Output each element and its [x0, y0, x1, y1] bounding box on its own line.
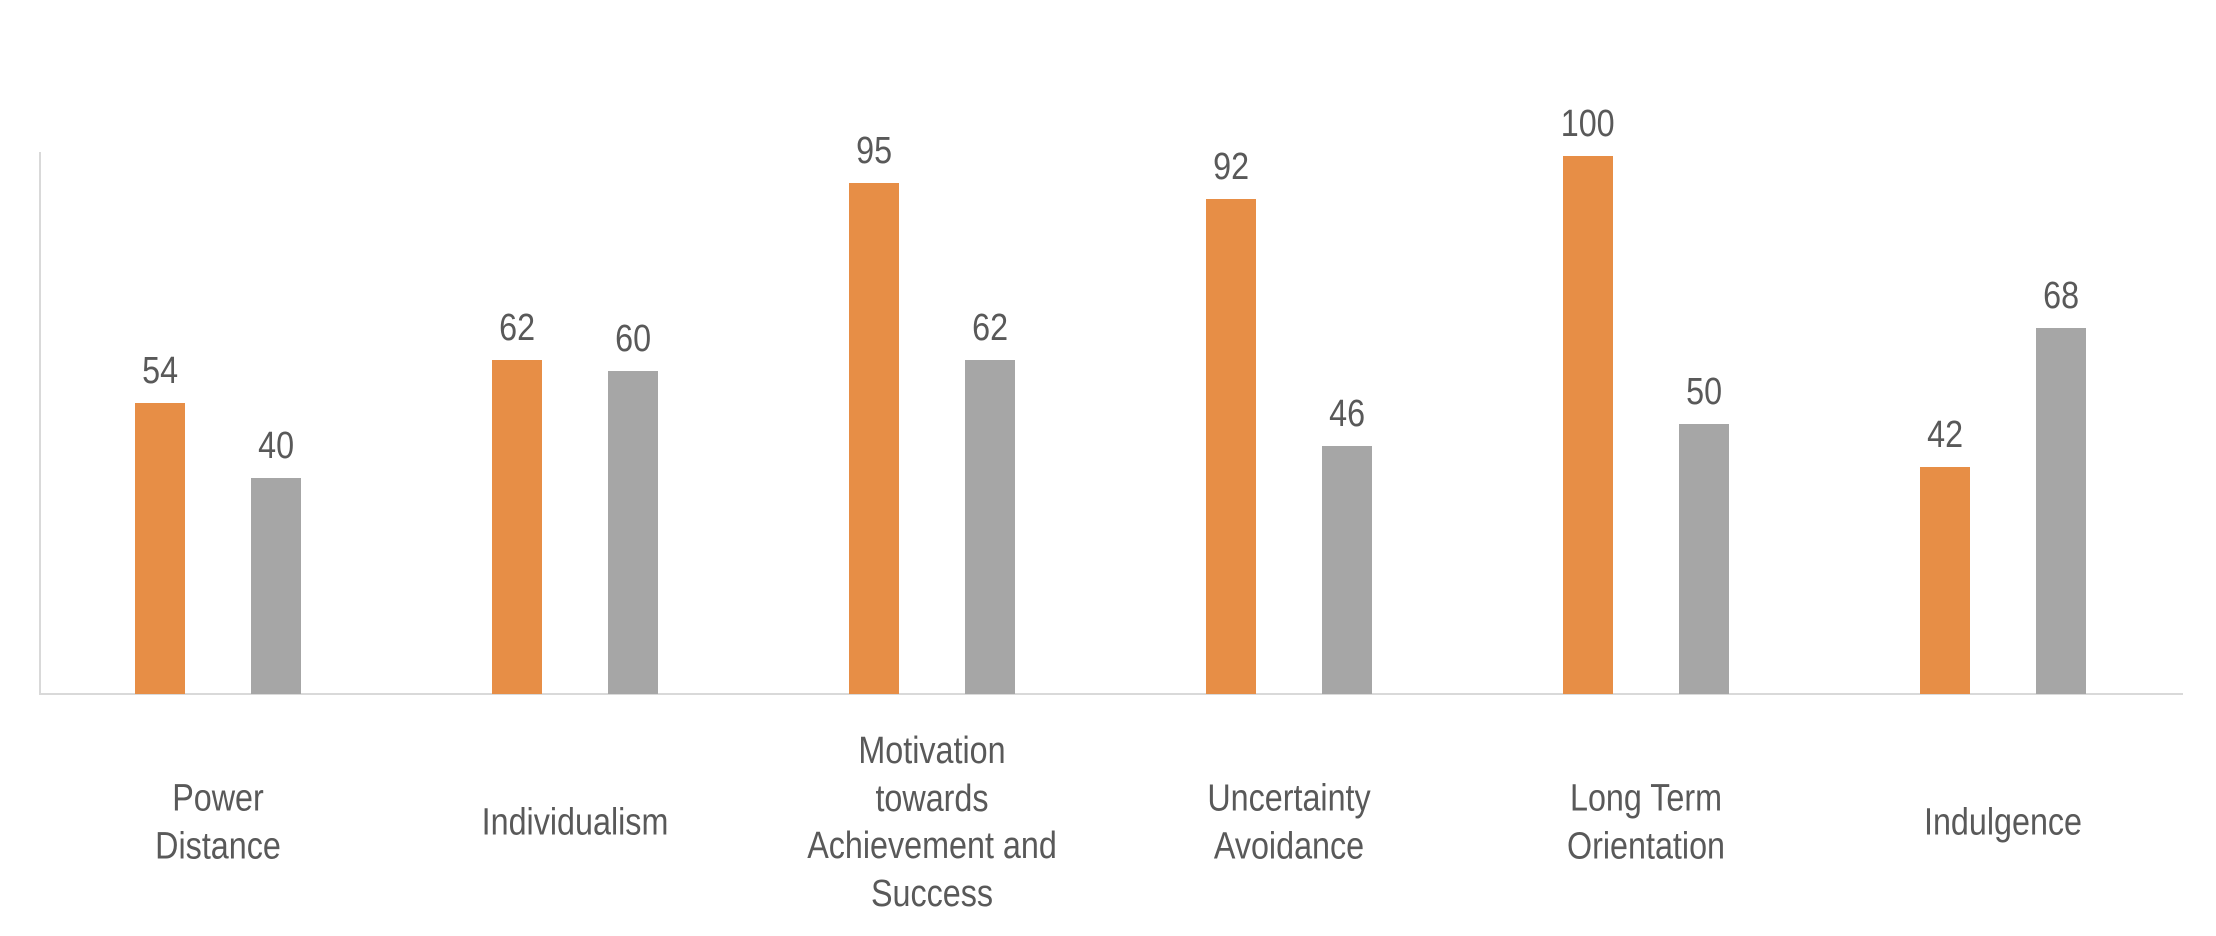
data-label-orange-1: 62 [499, 307, 535, 349]
bar-gray-3 [1322, 446, 1372, 694]
bar-gray-1 [608, 371, 658, 694]
bar-gray-0 [251, 478, 301, 694]
bar-gray-2 [965, 360, 1015, 694]
data-label-gray-4: 50 [1686, 371, 1722, 413]
data-label-gray-5: 68 [2043, 275, 2079, 317]
category-label-1: Individualism [481, 801, 669, 844]
x-axis-line [39, 693, 2183, 695]
category-label-4: Long Term Orientation [1566, 777, 1726, 868]
y-axis-line [39, 152, 41, 694]
bar-orange-0 [135, 403, 185, 694]
data-label-orange-5: 42 [1927, 414, 1963, 456]
bar-orange-2 [849, 183, 899, 694]
bar-orange-5 [1920, 467, 1970, 694]
category-label-2: Motivation towards Achievement and Success [807, 730, 1057, 915]
data-label-orange-3: 92 [1213, 146, 1249, 188]
data-label-gray-3: 46 [1329, 393, 1365, 435]
data-label-gray-2: 62 [972, 307, 1008, 349]
category-label-3: Uncertainty Avoidance [1207, 777, 1371, 868]
category-label-0: Power Distance [155, 777, 281, 868]
bar-gray-5 [2036, 328, 2086, 694]
data-label-orange-4: 100 [1561, 103, 1615, 145]
data-label-gray-1: 60 [615, 318, 651, 360]
data-label-orange-2: 95 [856, 130, 892, 172]
category-label-5: Indulgence [1923, 801, 2083, 844]
bar-gray-4 [1679, 424, 1729, 694]
bar-orange-1 [492, 360, 542, 694]
data-label-orange-0: 54 [142, 350, 178, 392]
bar-orange-3 [1206, 199, 1256, 694]
data-label-gray-0: 40 [258, 425, 294, 467]
bar-orange-4 [1563, 156, 1613, 694]
